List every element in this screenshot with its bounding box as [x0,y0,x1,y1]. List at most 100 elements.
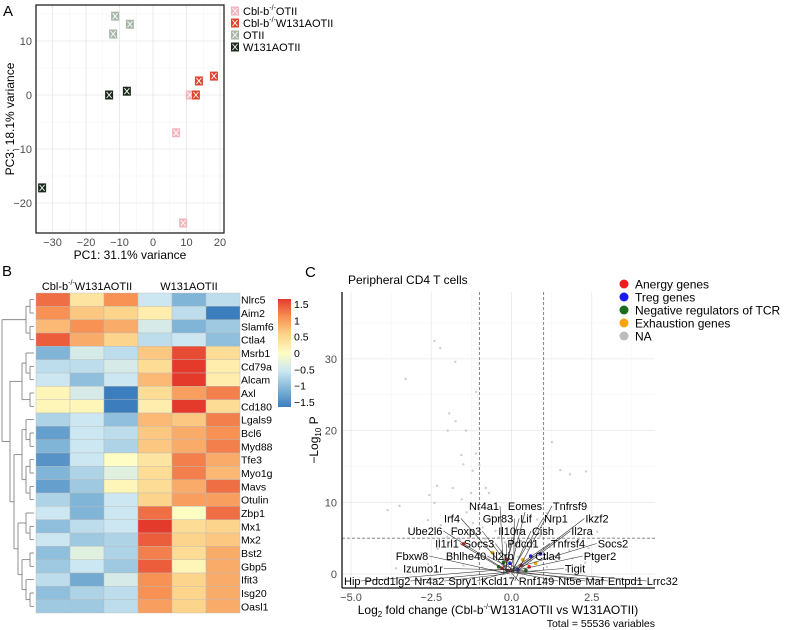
pca-x-axis-title: PC1: 31.1% variance [74,248,187,262]
heatmap-cell [35,306,71,320]
gene-label: Lif [520,514,533,526]
marker-cross [106,91,112,99]
heatmap-cell [103,426,139,440]
volcano-point [426,519,430,522]
heatmap-cell [69,292,105,307]
heatmap-cell [35,586,71,600]
volcano-point [446,535,449,538]
volcano-point [584,561,587,564]
heatmap-cell [35,319,71,334]
gene-label: Tigit [565,564,585,576]
heatmap-cell [171,359,207,374]
heatmap-row-label: Slamf6 [241,321,274,333]
volcano-point [484,486,488,490]
gene-label-connector [518,530,571,571]
heatmap-cell [69,466,105,480]
volcano-point [471,521,475,525]
heatmap-cell [171,479,207,494]
heatmap-cell [205,559,241,574]
gene-label: Nt5e [558,576,581,588]
heatmap-cell [205,586,241,600]
volcano-x-tick-label: −5.0 [340,592,362,604]
legend-marker [231,6,239,16]
volcano-point [564,568,568,571]
heatmap-row-label: Lgals9 [241,415,272,427]
gene-label-connector [444,573,506,582]
gene-label-connector [487,555,517,572]
heatmap-cell [35,599,71,614]
volcano-point [596,530,599,533]
heatmap-cell [205,546,241,560]
heatmap-row-label: Ctla4 [241,335,266,347]
colorbar-tick-label: 0.5 [294,332,309,344]
volcano-point [568,473,572,476]
heatmap-cell [103,519,139,534]
volcano-point [490,550,495,555]
gene-label: Il1rl1 [435,539,459,551]
pca-point [209,71,218,81]
volcano-point [433,501,436,505]
heatmap-cell [103,466,139,480]
legend-label: OTII [243,30,264,42]
pca-point [172,128,181,138]
heatmap-cell [137,532,173,547]
volcano-point [526,505,529,508]
heatmap-row-label: Otulin [241,495,269,507]
heatmap-cell [205,466,241,480]
gene-label-connector [460,518,508,571]
volcano-point [436,547,439,551]
volcano-point [484,537,488,541]
heatmap-cell [35,506,71,520]
heatmap-row-label: Mx1 [241,521,261,533]
colorbar-bar [278,299,291,407]
heatmap-cell [35,399,71,414]
marker-cross [110,30,116,38]
volcano-plot: Peripheral CD4 T cells Nr4a1 Eomes Tnfrsf9… [307,273,781,630]
colorbar-tick-label: −1.5 [294,397,315,409]
heatmap-row-label: Nlrc5 [241,295,266,307]
pca-y-tick-label: −20 [13,198,32,210]
gene-label-connector [517,568,564,573]
heatmap-row-label: Cd180 [241,401,272,413]
heatmap-cell [137,559,173,574]
volcano-point [428,493,431,497]
heatmap-cell [205,572,241,587]
heatmap-cell [205,292,241,307]
volcano-point [542,554,545,557]
pca-legend: Cbl-b-/-OTIICbl-b-/-W131AOTIIOTIIW131AOT… [231,5,333,54]
volcano-y-tick-label: 0 [331,569,337,581]
pca-x-tick-label: 0 [150,237,156,249]
marker-cross [211,72,217,80]
volcano-point [545,565,549,569]
gene-label: Ube2l6 [408,526,443,538]
gene-label-connector [514,573,519,582]
heatmap-cell [35,386,71,400]
gene-label: Pdcd1 [507,539,538,551]
volcano-point [433,339,436,343]
heatmap-row-label: Gbp5 [241,561,267,573]
heatmap-cell [171,572,207,587]
legend-marker [231,30,239,40]
heatmap-cell [171,546,207,560]
heatmap-cell [205,332,241,347]
heatmap-cell [69,346,105,360]
gene-label-connector [517,518,585,570]
volcano-point [526,548,529,551]
gene-label-connector [512,543,551,570]
heatmap-cell [171,586,207,600]
heatmap-cell [69,492,105,507]
volcano-x-tick-label: 0.0 [504,592,519,604]
heatmap-cell [171,372,207,387]
volcano-point [420,552,423,555]
heatmap-cell [137,332,173,347]
gene-label: Nr4a1 [469,501,499,513]
heatmap-cell [137,319,173,334]
heatmap-cell [171,452,207,467]
volcano-point [558,541,561,544]
heatmap-cell [103,372,139,387]
panel-label-b: B [2,263,12,280]
volcano-point [516,555,520,558]
volcano-x-tick-label: 2.5 [584,592,599,604]
volcano-point [474,542,478,546]
gene-label-connector [508,570,519,582]
